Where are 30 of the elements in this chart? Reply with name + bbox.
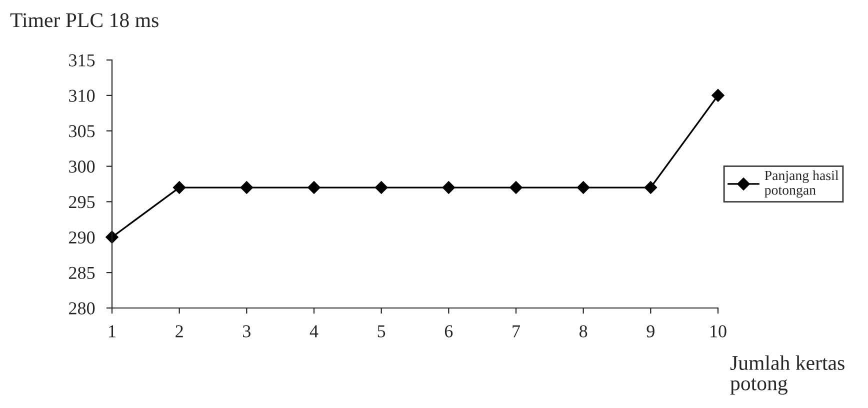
x-tick-label: 8	[580, 325, 588, 338]
y-tick-label: 290	[69, 231, 95, 244]
point	[172, 181, 186, 194]
x-axis-title: Jumlah kertas potong	[730, 355, 844, 395]
y-tick-label: 295	[69, 196, 95, 208]
y-tick-label: 285	[69, 266, 95, 280]
x-tick-label: 5	[378, 325, 386, 338]
point	[510, 181, 522, 194]
y-tick-label: 310	[69, 90, 95, 102]
point	[576, 181, 590, 194]
y-tick-label: 280	[69, 302, 95, 314]
point	[644, 181, 658, 194]
y-tick-label: 315	[69, 54, 95, 66]
x-tick-label: 2	[176, 325, 183, 338]
x-tick-label: 9	[646, 325, 654, 338]
y-tick-label: 305	[69, 125, 95, 138]
x-tick-label: 6	[444, 325, 453, 338]
legend-label: Panjang hasil potongan	[764, 170, 839, 198]
point	[240, 181, 254, 194]
x-tick-label: 3	[243, 325, 250, 338]
x-tick-label: 10	[710, 325, 726, 338]
y-tick-label: 300	[69, 160, 95, 173]
point	[374, 181, 388, 194]
chart-title: Timer PLC 18 ms	[10, 13, 158, 28]
x-tick-label: 7	[512, 325, 520, 338]
x-tick-label: 1	[109, 325, 116, 338]
point	[442, 181, 456, 194]
point	[308, 181, 320, 194]
x-tick-label: 4	[310, 325, 318, 338]
point	[712, 89, 724, 102]
